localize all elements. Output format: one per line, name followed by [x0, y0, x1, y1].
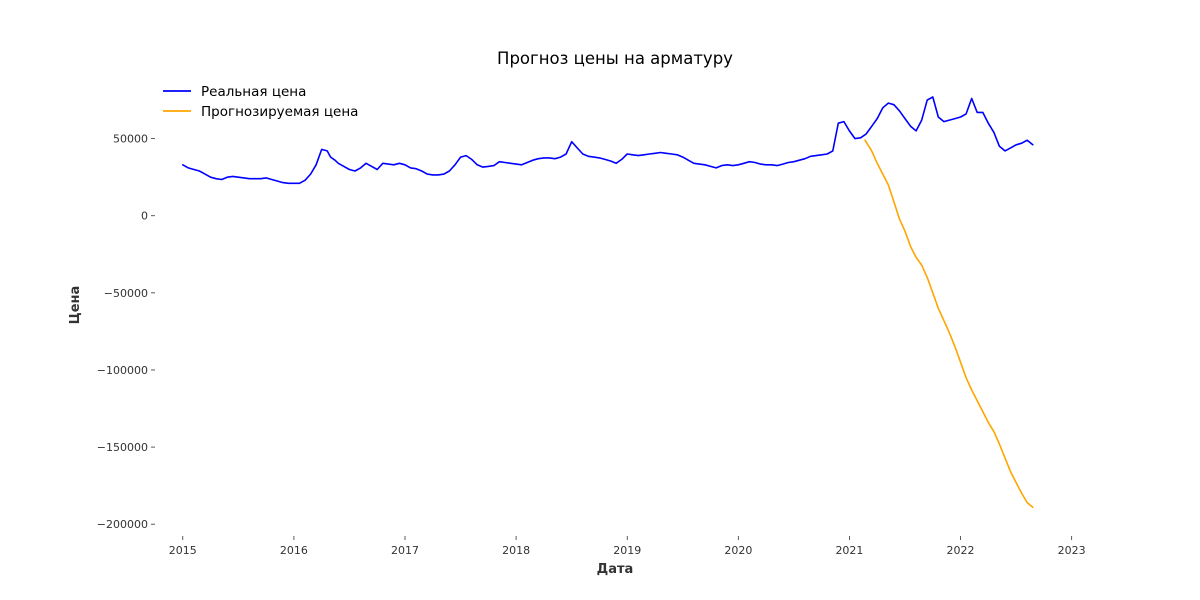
y-tick-label: −200000	[97, 518, 148, 531]
x-tick-label: 2016	[280, 544, 308, 557]
legend-label-real-price: Реальная цена	[201, 84, 306, 100]
x-tick-label: 2020	[724, 544, 752, 557]
forecast-price-line	[864, 139, 1034, 509]
x-tick-label: 2023	[1058, 544, 1086, 557]
y-tick-label: −150000	[97, 441, 148, 454]
x-tick-label: 2018	[502, 544, 530, 557]
x-axis: 2015 2016 2017 2018 2019 2020 2021 2022 2023	[169, 536, 1086, 557]
x-tick-label: 2017	[391, 544, 419, 557]
y-tick-label: −100000	[97, 364, 148, 377]
legend-label-forecast-price: Прогнозируемая цена	[201, 104, 358, 120]
chart-title: Прогноз цены на арматуру	[497, 49, 733, 68]
y-tick-label: −50000	[104, 287, 148, 300]
y-axis-label: Цена	[68, 286, 83, 325]
x-tick-label: 2019	[613, 544, 641, 557]
x-tick-label: 2021	[835, 544, 863, 557]
real-price-line	[182, 96, 1034, 185]
legend: Реальная цена Прогнозируемая цена	[163, 84, 358, 120]
y-tick-label: 50000	[113, 133, 148, 146]
y-tick-label: 0	[141, 210, 148, 223]
y-axis: 50000 0 −50000 −100000 −150000 −200000	[97, 133, 155, 531]
x-tick-label: 2015	[169, 544, 197, 557]
plot-area	[182, 96, 1034, 509]
x-axis-label: Дата	[597, 562, 634, 577]
x-tick-label: 2022	[947, 544, 975, 557]
